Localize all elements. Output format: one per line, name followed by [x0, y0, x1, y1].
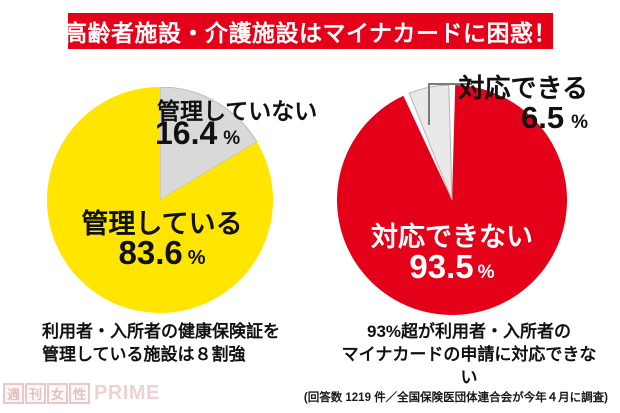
watermark-char4: 性 — [69, 383, 90, 404]
left-pie-major-percent: 83.6% — [72, 234, 252, 272]
source-note: (回答数 1219 件／全国保険医団体連合会が今年４月に調査) — [303, 392, 608, 404]
right-caption-line2: マイナカードの申請に対応できない — [341, 345, 597, 387]
right-pie-major-unit: % — [477, 262, 495, 283]
pie-chart-health-card-management — [47, 87, 273, 313]
callout-line-horizontal — [428, 83, 472, 85]
callout-line-vertical — [428, 83, 430, 125]
watermark-char2: 刊 — [25, 383, 46, 404]
right-pie-major-percent: 93.5% — [362, 248, 542, 286]
left-pie-major-unit: % — [187, 247, 206, 269]
right-pie-minor-label: 対応できる — [458, 73, 588, 103]
right-pie-major-value: 93.5 — [409, 248, 474, 285]
right-caption-line1: 93%超が利用者・入所者の — [366, 322, 572, 341]
title-banner: 高齢者施設・介護施設はマイナカードに困惑！ — [64, 13, 557, 49]
left-chart-caption: 利用者・入所者の健康保険証を 管理している施設は８割強 — [42, 320, 280, 366]
left-pie-minor-label: 管理していない — [157, 98, 318, 124]
left-pie-major-label: 管理している — [81, 209, 243, 239]
right-pie-minor-unit: % — [571, 112, 588, 133]
left-caption-line2: 管理している施設は８割強 — [42, 345, 246, 364]
page-title: 高齢者施設・介護施設はマイナカードに困惑！ — [63, 20, 558, 46]
left-pie-major-value: 83.6 — [118, 234, 183, 271]
pie-slice-left-0 — [159, 87, 258, 201]
right-pie-minor-percent: 6.5% — [440, 100, 588, 136]
right-chart-caption: 93%超が利用者・入所者の マイナカードの申請に対応できない — [335, 320, 603, 389]
left-pie-minor-value: 16.4 — [155, 115, 218, 151]
watermark-brand: PRIME — [94, 382, 160, 404]
left-caption-line1: 利用者・入所者の健康保険証を — [42, 322, 280, 341]
left-pie-minor-unit: % — [223, 128, 241, 149]
right-pie-minor-value: 6.5 — [520, 100, 565, 135]
watermark-shukan-josei-prime: 週 刊 女 性 PRIME — [3, 382, 160, 405]
watermark-char1: 週 — [3, 383, 24, 404]
left-pie-minor-percent: 16.4% — [155, 115, 240, 152]
pie-chart-mynumber-response — [337, 85, 567, 315]
watermark-char3: 女 — [47, 383, 68, 404]
right-pie-major-label: 対応できない — [371, 222, 533, 252]
pie-slice-left-1 — [47, 87, 273, 313]
